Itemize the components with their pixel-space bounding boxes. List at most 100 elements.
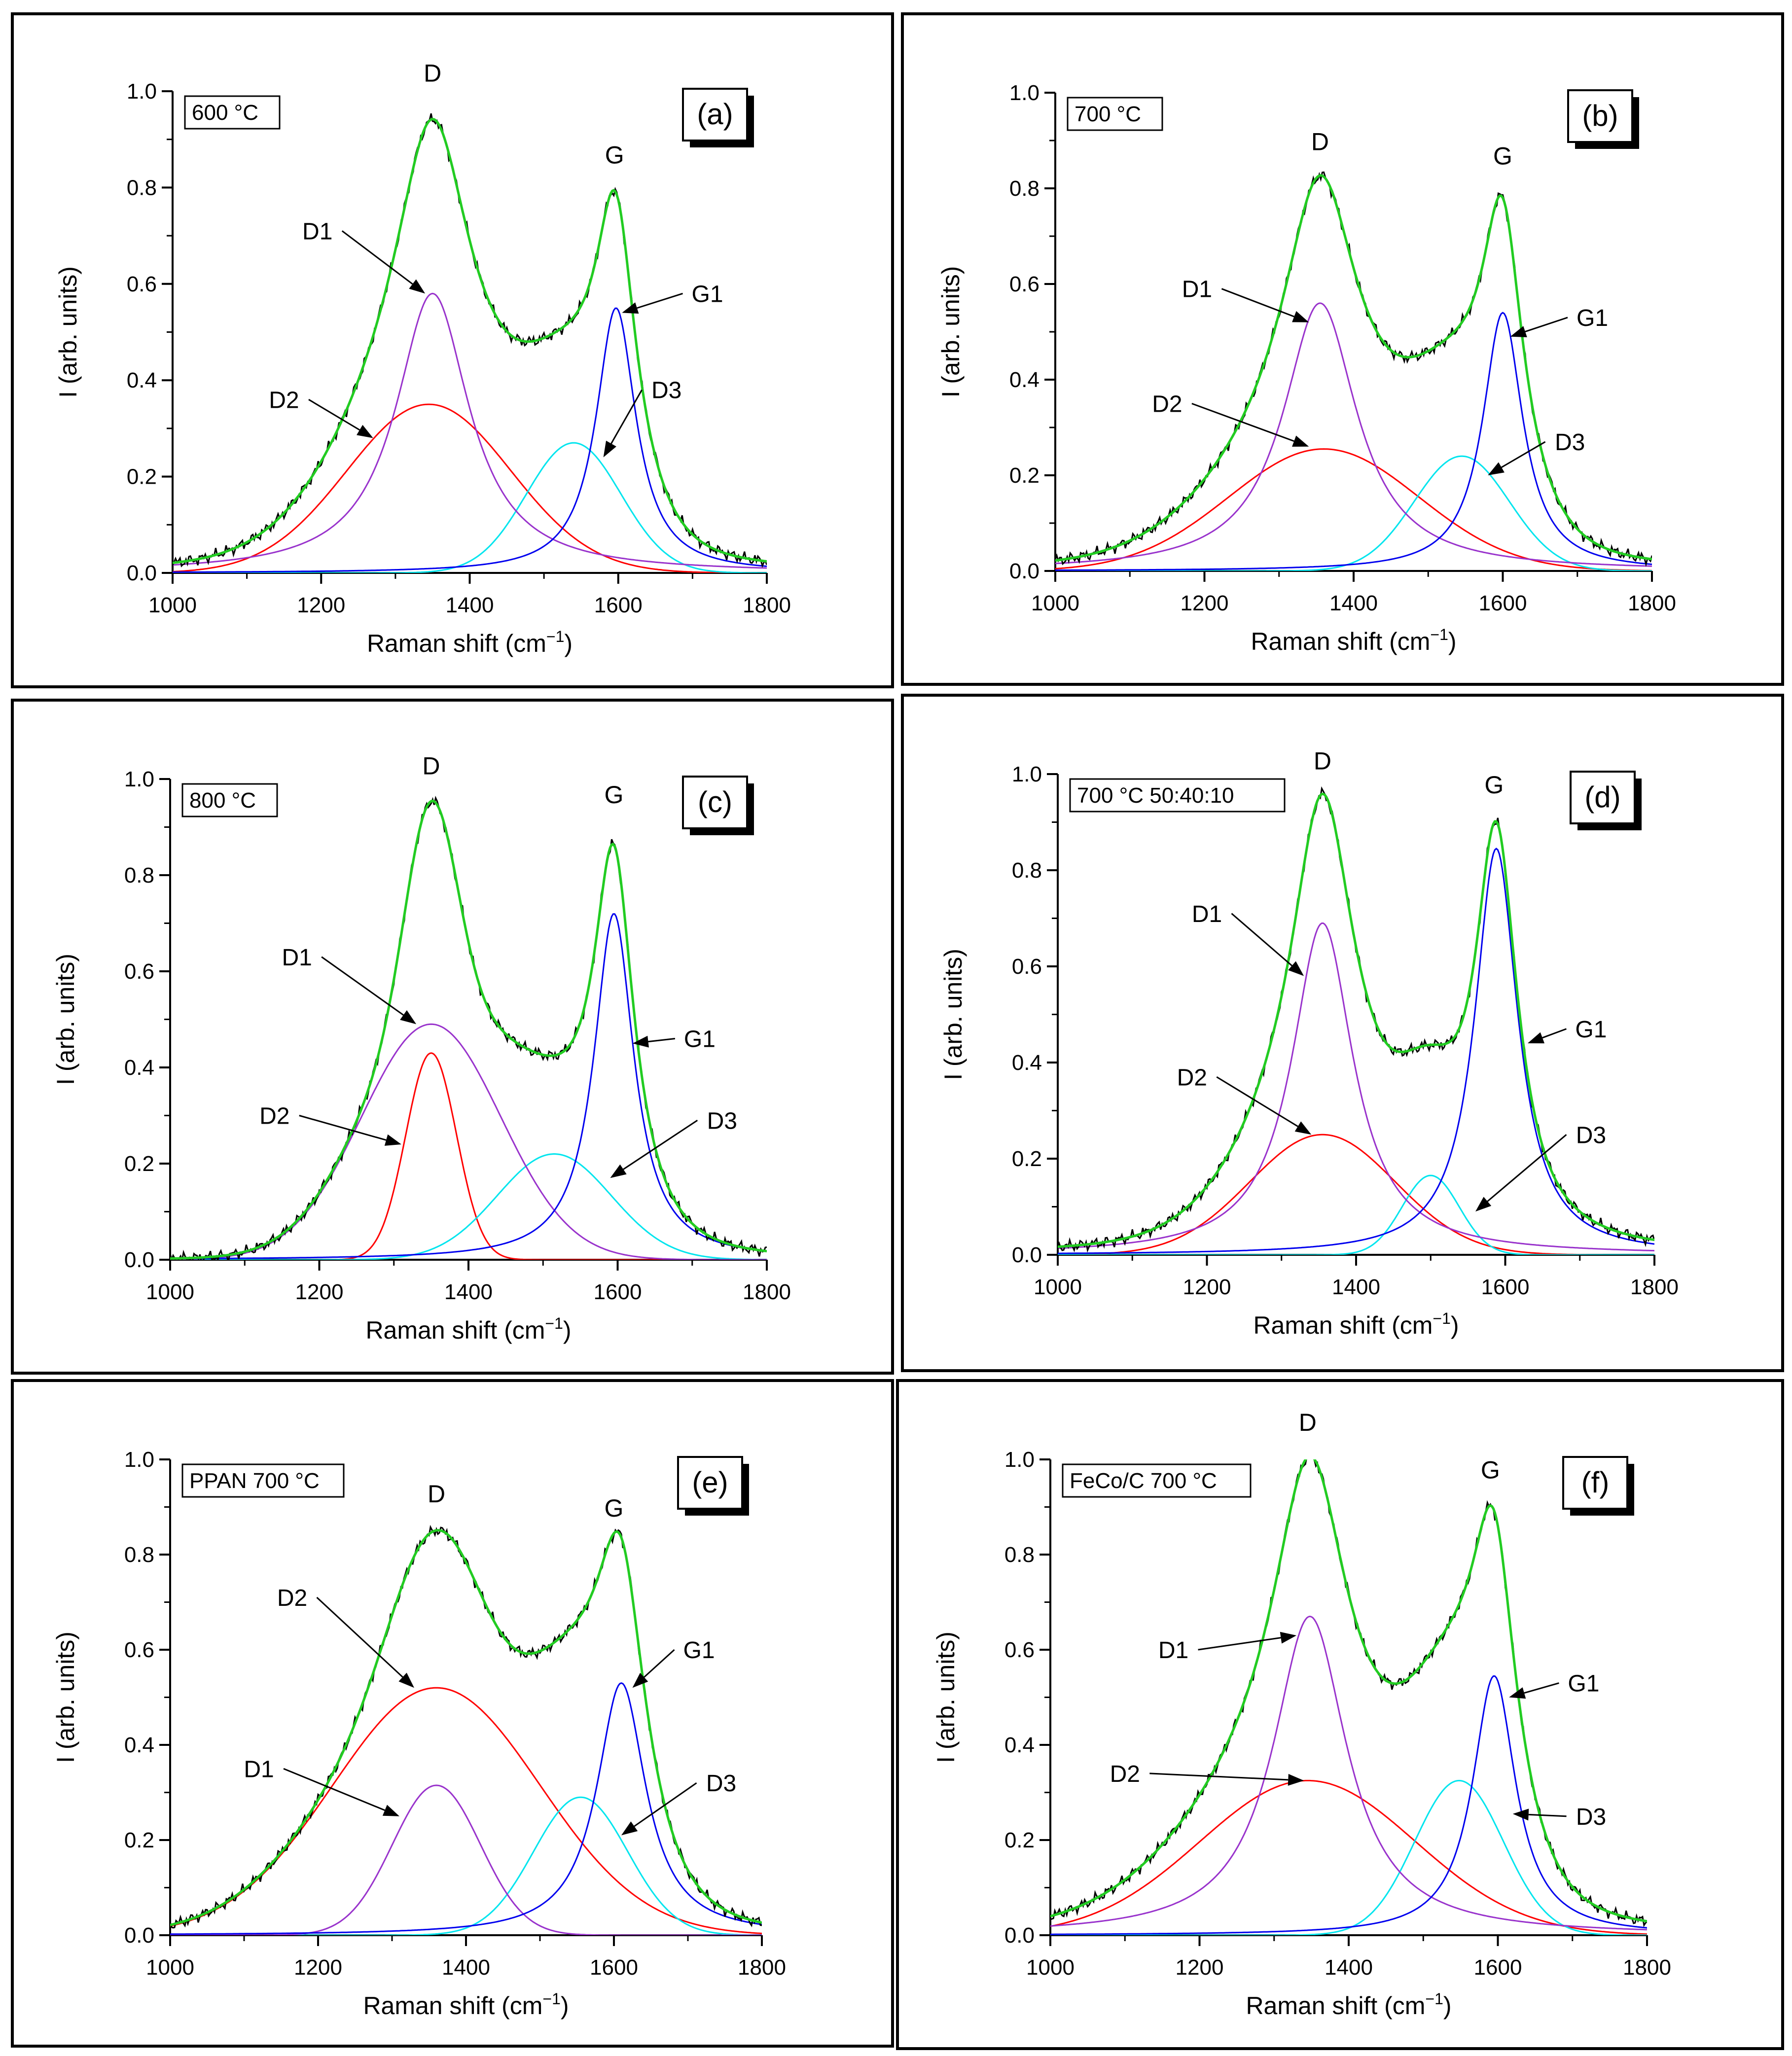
panel-f: 1000 1200 1400 1600 1800 0.0 0.2 0.4 0.6 0.8 1.0 Ra… — [896, 1379, 1784, 2050]
y-tick-label: 0.6 — [1004, 1638, 1035, 1662]
peak-arrow-line — [1501, 441, 1546, 468]
panel-label-box — [682, 88, 748, 142]
y-axis-label: I (arb. units) — [937, 266, 965, 398]
peak-arrowhead — [632, 1035, 649, 1048]
panel-frame — [901, 694, 1784, 1372]
peak-arrowhead — [1510, 326, 1527, 337]
x-tick-label: 1600 — [594, 593, 643, 617]
x-tick-label: 1400 — [446, 593, 494, 617]
y-tick-label: 0.0 — [124, 1923, 154, 1948]
y-tick-label: 0.6 — [127, 272, 157, 296]
band-label-G: G — [1481, 1456, 1500, 1484]
peak-arrow-line — [283, 1768, 385, 1811]
x-axis-label: Raman shift (cm−1) — [1246, 1990, 1451, 2020]
condition-label: PPAN 700 °C — [189, 1469, 320, 1493]
peak-label-D1: D1 — [244, 1756, 274, 1782]
peak-arrowhead — [1294, 1121, 1312, 1135]
peak-arrow-line — [1198, 1637, 1281, 1651]
x-tick-label: 1200 — [294, 1955, 342, 1980]
peak-arrowhead — [1288, 1773, 1304, 1786]
y-tick-label: 0.4 — [1004, 1733, 1035, 1757]
y-axis-label: I (arb. units) — [932, 1631, 960, 1763]
peak-D1-curve — [170, 1784, 762, 1935]
peak-arrowhead — [610, 1164, 627, 1178]
x-tick-label: 1200 — [1183, 1275, 1231, 1299]
peak-label-D3: D3 — [1555, 429, 1585, 456]
y-tick-label: 0.2 — [124, 1152, 154, 1176]
peak-arrow-line — [634, 1782, 697, 1827]
band-label-G: G — [1493, 142, 1512, 170]
peak-label-D1: D1 — [1182, 277, 1212, 303]
curves — [1055, 171, 1652, 571]
y-tick-label: 1.0 — [124, 1448, 154, 1472]
panel-frame — [11, 1379, 894, 2048]
x-tick-label: 1000 — [1031, 591, 1079, 615]
peak-label-D2: D2 — [277, 1585, 307, 1611]
peak-arrow-line — [1524, 1682, 1559, 1694]
x-tick-label: 1600 — [1481, 1275, 1530, 1299]
panel-label: (e) — [692, 1466, 728, 1499]
x-tick-label: 1800 — [1630, 1275, 1679, 1299]
peak-label-G1: G1 — [691, 281, 723, 307]
y-tick-label: 0.0 — [1012, 1243, 1042, 1267]
peak-D3-curve — [173, 442, 767, 573]
y-tick-label: 0.6 — [1009, 272, 1039, 296]
peak-arrow-line — [623, 1119, 698, 1170]
peak-label-D3: D3 — [1576, 1122, 1606, 1148]
peak-D1-curve — [173, 292, 767, 569]
peak-D2-curve — [1055, 448, 1652, 571]
peak-arrowhead — [1509, 1687, 1526, 1699]
panel-label: (f) — [1581, 1466, 1610, 1499]
peak-arrowhead — [409, 279, 426, 294]
panel-label-box — [1567, 89, 1633, 143]
peak-D2-curve — [1050, 1779, 1647, 1935]
y-tick-label: 0.0 — [1004, 1923, 1035, 1948]
peak-D3-curve — [1050, 1779, 1647, 1935]
peak-label-G1: G1 — [684, 1027, 716, 1053]
peak-arrowhead — [1280, 1631, 1297, 1644]
condition-box — [181, 1463, 345, 1498]
panel-label: (d) — [1584, 780, 1620, 814]
x-tick-label: 1800 — [738, 1955, 786, 1980]
peak-arrowhead — [621, 1821, 638, 1836]
band-label-D: D — [1314, 747, 1331, 775]
condition-box — [1067, 97, 1163, 131]
x-tick-label: 1600 — [1474, 1955, 1522, 1980]
panel-label: (a) — [697, 98, 733, 131]
y-tick-label: 0.8 — [1009, 177, 1039, 201]
y-tick-label: 0.6 — [124, 959, 154, 984]
band-label-G: G — [605, 1494, 624, 1522]
panel-frame — [11, 12, 894, 688]
peak-G1-curve — [1058, 848, 1654, 1254]
peak-arrow-line — [1149, 1772, 1289, 1781]
peak-label-G1: G1 — [1568, 1671, 1599, 1697]
curves — [1050, 1459, 1647, 1935]
y-tick-label: 0.0 — [127, 561, 157, 585]
x-tick-label: 1400 — [1325, 1955, 1373, 1980]
experimental-spectrum — [1058, 786, 1654, 1253]
y-tick-label: 0.4 — [124, 1056, 154, 1080]
panel-d: 1000 1200 1400 1600 1800 0.0 0.2 0.4 0.6 0.8 1.0 Ra… — [901, 694, 1784, 1372]
y-tick-label: 1.0 — [127, 79, 157, 104]
peak-arrow-line — [1191, 403, 1294, 442]
peak-arrowhead — [1292, 435, 1309, 447]
peak-arrow-line — [644, 1649, 675, 1678]
experimental-spectrum — [1050, 1459, 1647, 1927]
x-tick-label: 1400 — [1332, 1275, 1380, 1299]
x-tick-label: 1000 — [148, 593, 197, 617]
fit-envelope — [1055, 174, 1652, 562]
peak-arrow-line — [308, 398, 360, 431]
condition-label: 700 °C — [1075, 102, 1141, 126]
peak-arrow-line — [1542, 1028, 1567, 1039]
x-tick-label: 1200 — [295, 1280, 344, 1304]
x-axis-label: Raman shift (cm−1) — [1253, 1310, 1459, 1339]
peak-D3-curve — [170, 1153, 767, 1260]
y-axis-label: I (arb. units) — [54, 266, 82, 398]
peak-label-D2: D2 — [1110, 1761, 1140, 1787]
y-tick-label: 0.4 — [127, 368, 157, 392]
panel-b: 1000 1200 1400 1600 1800 0.0 0.2 0.4 0.6 0.8 1.0 Ra… — [901, 12, 1784, 686]
y-tick-label: 0.8 — [127, 176, 157, 200]
peak-arrow-line — [610, 389, 643, 444]
peak-D3-curve — [1055, 455, 1652, 571]
